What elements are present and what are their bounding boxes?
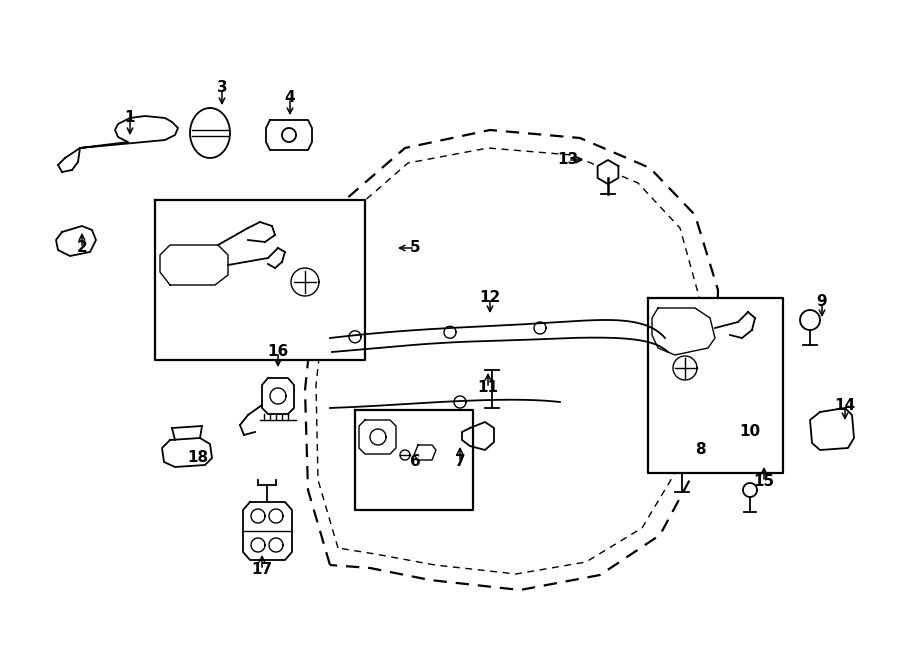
Text: 3: 3 <box>217 81 228 95</box>
Polygon shape <box>598 160 618 184</box>
Text: 13: 13 <box>557 153 579 167</box>
Polygon shape <box>800 310 820 330</box>
Polygon shape <box>454 396 466 408</box>
Text: 10: 10 <box>740 424 760 440</box>
Text: 15: 15 <box>753 475 775 490</box>
Polygon shape <box>155 200 365 360</box>
Polygon shape <box>652 308 715 355</box>
Text: 2: 2 <box>76 241 87 256</box>
Polygon shape <box>648 298 783 473</box>
Polygon shape <box>251 509 265 523</box>
Polygon shape <box>80 116 178 148</box>
Polygon shape <box>251 538 265 552</box>
Polygon shape <box>444 327 456 338</box>
Polygon shape <box>359 420 396 454</box>
Polygon shape <box>291 268 319 296</box>
Polygon shape <box>810 408 854 450</box>
Text: 1: 1 <box>125 110 135 126</box>
Text: 14: 14 <box>834 397 856 412</box>
Polygon shape <box>462 422 494 450</box>
Text: 5: 5 <box>410 241 420 256</box>
Polygon shape <box>349 330 361 343</box>
Text: 16: 16 <box>267 344 289 360</box>
Text: 18: 18 <box>187 451 209 465</box>
Polygon shape <box>355 410 473 510</box>
Polygon shape <box>414 445 436 460</box>
Text: 7: 7 <box>454 455 465 469</box>
Polygon shape <box>190 108 230 158</box>
Polygon shape <box>400 450 410 460</box>
Text: 9: 9 <box>816 295 827 309</box>
Polygon shape <box>56 226 96 256</box>
Polygon shape <box>269 538 283 552</box>
Polygon shape <box>262 378 294 414</box>
Text: 4: 4 <box>284 91 295 106</box>
Polygon shape <box>266 120 312 150</box>
Text: 11: 11 <box>478 381 499 395</box>
Text: 8: 8 <box>695 442 706 457</box>
Text: 17: 17 <box>251 563 273 578</box>
Polygon shape <box>743 483 757 497</box>
Polygon shape <box>243 502 292 560</box>
Text: 12: 12 <box>480 290 500 305</box>
Polygon shape <box>534 322 546 334</box>
Polygon shape <box>673 356 697 380</box>
Polygon shape <box>269 509 283 523</box>
Text: 6: 6 <box>410 455 420 469</box>
Polygon shape <box>162 438 212 467</box>
Polygon shape <box>160 245 228 285</box>
